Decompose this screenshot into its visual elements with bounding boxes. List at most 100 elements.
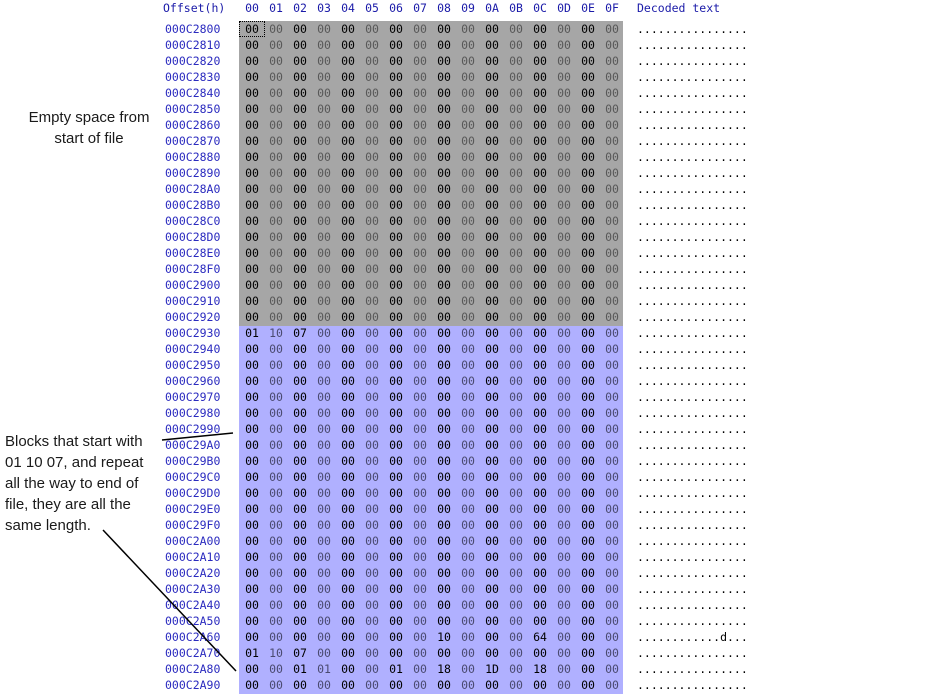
hex-byte-cell[interactable]: 00 bbox=[389, 390, 403, 404]
hex-byte-cell[interactable]: 00 bbox=[293, 278, 307, 292]
decoded-text-cell[interactable]: ................ bbox=[637, 134, 748, 148]
hex-byte-cell[interactable]: 00 bbox=[413, 470, 427, 484]
hex-byte-cell[interactable]: 00 bbox=[293, 182, 307, 196]
row-offset[interactable]: 000C2950 bbox=[165, 358, 221, 372]
hex-byte-cell[interactable]: 00 bbox=[533, 246, 547, 260]
decoded-text-cell[interactable]: ................ bbox=[637, 550, 748, 564]
hex-byte-cell[interactable]: 00 bbox=[341, 182, 355, 196]
hex-byte-cell[interactable]: 01 bbox=[245, 646, 259, 660]
hex-byte-cell[interactable]: 00 bbox=[581, 294, 595, 308]
hex-byte-cell[interactable]: 00 bbox=[293, 582, 307, 596]
hex-byte-cell[interactable]: 00 bbox=[245, 422, 259, 436]
hex-byte-cell[interactable]: 00 bbox=[413, 518, 427, 532]
hex-byte-cell[interactable]: 00 bbox=[485, 310, 499, 324]
hex-byte-cell[interactable]: 00 bbox=[413, 358, 427, 372]
hex-byte-cell[interactable]: 00 bbox=[557, 86, 571, 100]
hex-byte-cell[interactable]: 00 bbox=[485, 102, 499, 116]
hex-byte-cell[interactable]: 00 bbox=[389, 646, 403, 660]
hex-byte-cell[interactable]: 00 bbox=[389, 198, 403, 212]
hex-byte-cell[interactable]: 00 bbox=[365, 198, 379, 212]
hex-byte-cell[interactable]: 00 bbox=[605, 390, 619, 404]
hex-byte-cell[interactable]: 00 bbox=[557, 326, 571, 340]
hex-byte-cell[interactable]: 00 bbox=[341, 502, 355, 516]
hex-byte-cell[interactable]: 00 bbox=[317, 86, 331, 100]
hex-byte-cell[interactable]: 00 bbox=[533, 550, 547, 564]
hex-byte-cell[interactable]: 00 bbox=[581, 598, 595, 612]
hex-byte-cell[interactable]: 00 bbox=[605, 118, 619, 132]
hex-byte-cell[interactable]: 00 bbox=[581, 214, 595, 228]
hex-byte-cell[interactable]: 00 bbox=[389, 294, 403, 308]
hex-byte-cell[interactable]: 00 bbox=[413, 374, 427, 388]
hex-byte-cell[interactable]: 00 bbox=[341, 326, 355, 340]
hex-byte-cell[interactable]: 00 bbox=[293, 358, 307, 372]
hex-byte-cell[interactable]: 00 bbox=[533, 86, 547, 100]
hex-byte-cell[interactable]: 00 bbox=[533, 342, 547, 356]
decoded-text-cell[interactable]: ................ bbox=[637, 662, 748, 676]
hex-byte-cell[interactable]: 00 bbox=[557, 662, 571, 676]
hex-byte-cell[interactable]: 00 bbox=[269, 262, 283, 276]
hex-byte-cell[interactable]: 00 bbox=[533, 422, 547, 436]
hex-byte-cell[interactable]: 00 bbox=[581, 358, 595, 372]
hex-byte-cell[interactable]: 00 bbox=[509, 342, 523, 356]
hex-byte-cell[interactable]: 00 bbox=[365, 518, 379, 532]
hex-byte-cell[interactable]: 00 bbox=[389, 534, 403, 548]
hex-byte-cell[interactable]: 00 bbox=[317, 614, 331, 628]
hex-byte-cell[interactable]: 00 bbox=[269, 678, 283, 692]
hex-byte-cell[interactable]: 00 bbox=[245, 566, 259, 580]
hex-byte-cell[interactable]: 00 bbox=[485, 294, 499, 308]
hex-byte-cell[interactable]: 00 bbox=[413, 582, 427, 596]
hex-byte-cell[interactable]: 00 bbox=[341, 118, 355, 132]
hex-byte-cell[interactable]: 00 bbox=[389, 70, 403, 84]
hex-byte-cell[interactable]: 10 bbox=[437, 630, 451, 644]
hex-byte-cell[interactable]: 00 bbox=[413, 406, 427, 420]
hex-byte-cell[interactable]: 00 bbox=[341, 230, 355, 244]
hex-byte-cell[interactable]: 00 bbox=[245, 550, 259, 564]
hex-byte-cell[interactable]: 00 bbox=[605, 230, 619, 244]
hex-byte-cell[interactable]: 00 bbox=[317, 518, 331, 532]
decoded-text-cell[interactable]: ................ bbox=[637, 486, 748, 500]
hex-byte-cell[interactable]: 00 bbox=[509, 550, 523, 564]
hex-byte-cell[interactable]: 00 bbox=[581, 678, 595, 692]
hex-byte-cell[interactable]: 00 bbox=[239, 21, 265, 37]
hex-byte-cell[interactable]: 00 bbox=[293, 86, 307, 100]
decoded-text-cell[interactable]: ................ bbox=[637, 406, 748, 420]
hex-byte-cell[interactable]: 00 bbox=[389, 598, 403, 612]
hex-byte-cell[interactable]: 00 bbox=[605, 406, 619, 420]
row-offset[interactable]: 000C2A50 bbox=[165, 614, 221, 628]
hex-byte-cell[interactable]: 00 bbox=[269, 86, 283, 100]
decoded-text-cell[interactable]: ................ bbox=[637, 70, 748, 84]
hex-byte-cell[interactable]: 00 bbox=[485, 390, 499, 404]
hex-byte-cell[interactable]: 00 bbox=[557, 550, 571, 564]
hex-byte-cell[interactable]: 00 bbox=[461, 294, 475, 308]
hex-byte-cell[interactable]: 00 bbox=[581, 422, 595, 436]
hex-byte-cell[interactable]: 00 bbox=[461, 278, 475, 292]
decoded-text-cell[interactable]: ................ bbox=[637, 278, 748, 292]
hex-byte-cell[interactable]: 00 bbox=[245, 678, 259, 692]
hex-byte-cell[interactable]: 00 bbox=[389, 150, 403, 164]
hex-byte-cell[interactable]: 00 bbox=[437, 438, 451, 452]
hex-byte-cell[interactable]: 00 bbox=[461, 22, 475, 36]
hex-byte-cell[interactable]: 00 bbox=[485, 374, 499, 388]
hex-byte-cell[interactable]: 00 bbox=[269, 198, 283, 212]
hex-byte-cell[interactable]: 00 bbox=[533, 438, 547, 452]
hex-byte-cell[interactable]: 07 bbox=[293, 646, 307, 660]
hex-byte-cell[interactable]: 00 bbox=[437, 486, 451, 500]
hex-byte-cell[interactable]: 00 bbox=[269, 166, 283, 180]
hex-byte-cell[interactable]: 00 bbox=[269, 374, 283, 388]
hex-byte-cell[interactable]: 00 bbox=[605, 182, 619, 196]
hex-byte-cell[interactable]: 00 bbox=[605, 502, 619, 516]
row-offset[interactable]: 000C2970 bbox=[165, 390, 221, 404]
hex-byte-cell[interactable]: 00 bbox=[557, 118, 571, 132]
hex-byte-cell[interactable]: 00 bbox=[437, 582, 451, 596]
hex-byte-cell[interactable]: 00 bbox=[413, 438, 427, 452]
hex-byte-cell[interactable]: 00 bbox=[557, 406, 571, 420]
hex-byte-cell[interactable]: 00 bbox=[557, 454, 571, 468]
row-offset[interactable]: 000C29A0 bbox=[165, 438, 221, 452]
hex-byte-cell[interactable]: 00 bbox=[509, 630, 523, 644]
hex-byte-cell[interactable]: 00 bbox=[413, 614, 427, 628]
row-offset[interactable]: 000C2810 bbox=[165, 38, 221, 52]
row-offset[interactable]: 000C28B0 bbox=[165, 198, 221, 212]
hex-byte-cell[interactable]: 00 bbox=[245, 630, 259, 644]
hex-byte-cell[interactable]: 00 bbox=[365, 70, 379, 84]
hex-byte-cell[interactable]: 00 bbox=[581, 230, 595, 244]
